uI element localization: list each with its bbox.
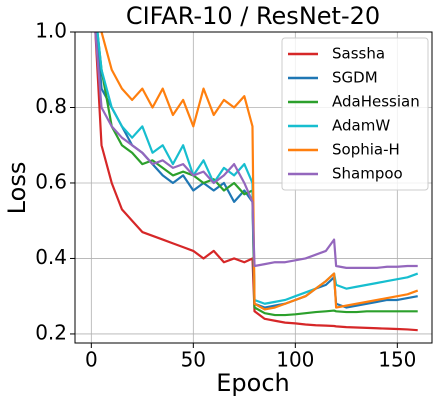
series-line (100, 32, 419, 311)
y-tick-label: 1.0 (35, 19, 67, 43)
plot-area (94, 32, 419, 332)
x-tick-label: 150 (378, 348, 416, 372)
x-axis-label: Epoch (216, 369, 290, 397)
legend-label: AdamW (332, 117, 390, 135)
legend-box (281, 37, 429, 191)
y-axis-label: Loss (3, 162, 31, 215)
chart-title: CIFAR-10 / ResNet-20 (126, 2, 380, 30)
series-line (94, 32, 418, 332)
y-tick-label: 0.4 (35, 245, 67, 269)
legend-label: SGDM (332, 69, 378, 87)
series-line (94, 32, 418, 269)
y-tick-label: 0.2 (35, 320, 67, 344)
legend-label: Sassha (332, 45, 385, 63)
x-tick-label: 100 (276, 348, 314, 372)
y-tick-label: 0.8 (35, 94, 67, 118)
x-tick-label: 0 (85, 348, 98, 372)
legend-label: AdaHessian (332, 93, 420, 111)
legend-label: Sophia-H (332, 141, 400, 159)
plot-frame (74, 31, 433, 344)
legend-label: Shampoo (332, 165, 403, 183)
y-tick-label: 0.6 (35, 169, 67, 193)
x-tick-label: 50 (181, 348, 206, 372)
